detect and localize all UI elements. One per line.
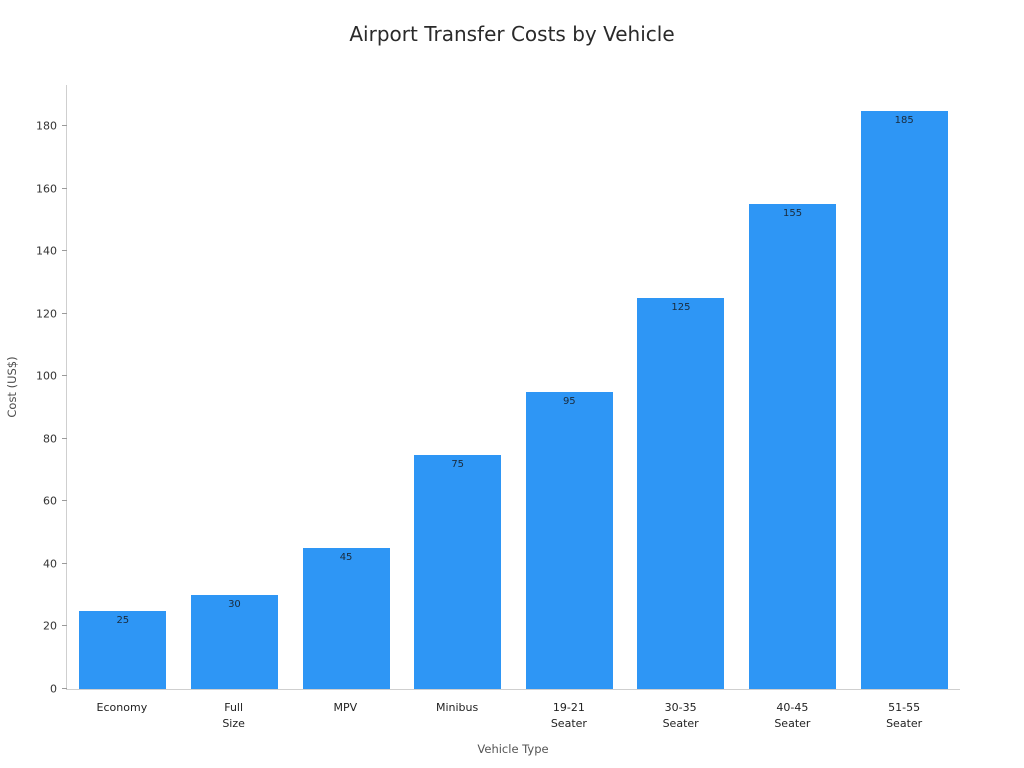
bar: 45 <box>302 548 390 689</box>
y-tick-label: 40 <box>43 557 57 571</box>
y-tick-label: 80 <box>43 432 57 446</box>
x-axis-label: Vehicle Type <box>477 742 549 756</box>
y-tick-label: 20 <box>43 619 57 633</box>
x-tick-label: Minibus <box>435 701 479 714</box>
y-tick-mark <box>62 125 67 127</box>
bar-value-label: 30 <box>228 599 241 611</box>
y-tick-mark <box>62 562 67 564</box>
bar-value-label: 25 <box>116 614 130 626</box>
x-tick-label: Full Size <box>222 701 245 730</box>
chart-title: Airport Transfer Costs by Vehicle <box>349 22 675 46</box>
y-tick-mark <box>62 625 67 627</box>
y-tick-mark <box>62 688 67 689</box>
y-tick-mark <box>62 187 67 189</box>
y-tick-mark <box>62 250 67 252</box>
y-tick-mark <box>62 437 67 439</box>
bar: 185 <box>860 110 948 689</box>
bar: 125 <box>637 298 725 689</box>
bar-slot: 95 <box>514 85 626 689</box>
x-axis-tick-labels: Economy Full Size MPV Minibus 19-21 Seater 30… <box>66 700 960 732</box>
bars-container: 25 30 45 75 95 125 155 185 <box>67 85 960 689</box>
x-tick-label: 40-45 Seater <box>774 701 811 730</box>
y-tick-label: 140 <box>36 244 57 258</box>
bar: 75 <box>414 454 502 689</box>
bar-value-label: 75 <box>451 458 465 470</box>
bar: 95 <box>525 391 613 689</box>
y-tick-label: 100 <box>36 369 57 383</box>
y-tick-label: 120 <box>36 307 57 321</box>
y-tick-label: 60 <box>43 494 57 508</box>
bar-value-label: 155 <box>783 208 803 220</box>
y-tick-mark <box>62 500 67 502</box>
bar-slot: 155 <box>737 85 849 689</box>
plot-area: 25 30 45 75 95 125 155 185 0 20 40 60 80 100 120 140 16… <box>36 85 960 696</box>
y-tick-label: 180 <box>36 119 57 133</box>
bar: 30 <box>190 595 278 689</box>
y-tick-label: 0 <box>50 682 57 696</box>
y-tick-mark <box>62 312 67 314</box>
x-tick-label: 51-55 Seater <box>886 701 923 730</box>
bar-value-label: 185 <box>894 114 914 126</box>
bar-slot: 30 <box>179 85 291 689</box>
bar-value-label: 125 <box>671 302 691 314</box>
bar: 25 <box>79 610 167 689</box>
x-tick-label: 19-21 Seater <box>550 701 587 730</box>
bar-value-label: 45 <box>339 552 353 564</box>
bar-value-label: 95 <box>562 395 576 407</box>
x-tick-label: MPV <box>333 701 358 714</box>
y-tick-label: 160 <box>36 182 57 196</box>
bar: 155 <box>749 204 837 689</box>
bar-slot: 45 <box>290 85 402 689</box>
x-tick-label: Economy <box>96 701 148 714</box>
bar-slot: 25 <box>67 85 179 689</box>
bar-slot: 75 <box>402 85 514 689</box>
y-tick-mark <box>62 375 67 377</box>
x-tick-label: 30-35 Seater <box>662 701 699 730</box>
y-axis-label: Cost (US$) <box>5 356 19 418</box>
bar-slot: 185 <box>848 85 960 689</box>
bar-slot: 125 <box>625 85 737 689</box>
